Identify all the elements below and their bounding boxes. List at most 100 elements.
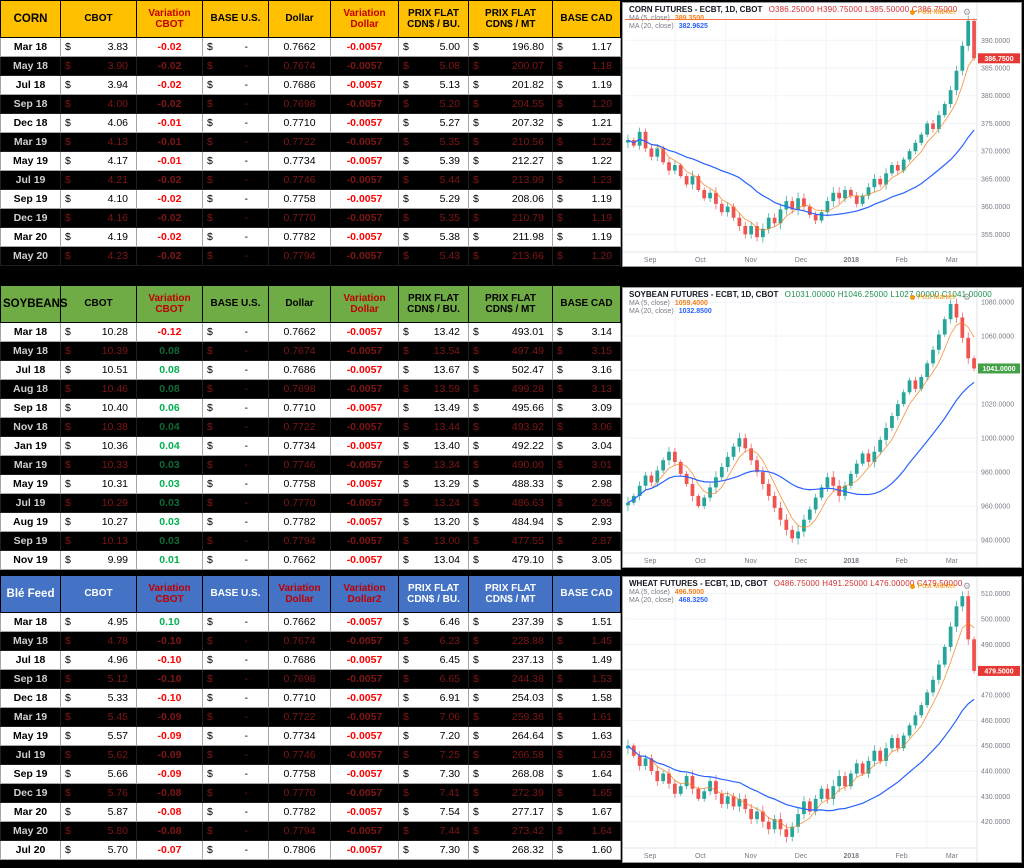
var-cbot-cell[interactable]: -0.02 — [136, 246, 203, 266]
base-us-cell[interactable]: $ - — [202, 379, 269, 399]
month-cell[interactable]: Mar 20 — [0, 802, 61, 822]
base-cad-cell[interactable]: $1.21 — [552, 113, 621, 133]
base-cad-cell[interactable]: $3.01 — [552, 455, 621, 475]
var-cbot-cell[interactable]: -0.10 — [136, 650, 203, 670]
flat-bu-cell[interactable]: $5.39 — [398, 151, 469, 171]
var-cbot-cell[interactable]: -0.09 — [136, 764, 203, 784]
cbot-cell[interactable]: $4.17 — [60, 151, 137, 171]
settings-icon[interactable]: ⚙ — [962, 292, 971, 302]
month-cell[interactable]: Dec 18 — [0, 113, 61, 133]
dollar-cell[interactable]: 0.7674 — [268, 631, 331, 651]
var-cbot-cell[interactable]: 0.04 — [136, 417, 203, 437]
base-cad-cell[interactable]: $2.98 — [552, 474, 621, 494]
flat-mt-cell[interactable]: $277.17 — [468, 802, 553, 822]
base-cad-cell[interactable]: $3.13 — [552, 379, 621, 399]
base-cad-cell[interactable]: $1.22 — [552, 151, 621, 171]
base-us-cell[interactable]: $ - — [202, 94, 269, 114]
cbot-cell[interactable]: $5.62 — [60, 745, 137, 765]
var-cbot-cell[interactable]: -0.09 — [136, 745, 203, 765]
flat-mt-cell[interactable]: $273.42 — [468, 821, 553, 841]
base-cad-cell[interactable]: $2.95 — [552, 493, 621, 513]
dollar-cell[interactable]: 0.7710 — [268, 113, 331, 133]
flat-bu-cell[interactable]: $5.35 — [398, 132, 469, 152]
var-dollar-cell[interactable]: -0.0057 — [330, 341, 399, 361]
flat-mt-cell[interactable]: $488.33 — [468, 474, 553, 494]
cbot-cell[interactable]: $10.13 — [60, 531, 137, 551]
var-dollar-cell[interactable]: -0.0057 — [330, 840, 399, 860]
var-cbot-cell[interactable]: 0.03 — [136, 474, 203, 494]
base-us-cell[interactable]: $ - — [202, 550, 269, 570]
var-dollar-cell[interactable]: -0.0057 — [330, 37, 399, 57]
base-cad-cell[interactable]: $1.51 — [552, 612, 621, 632]
base-cad-cell[interactable]: $1.53 — [552, 669, 621, 689]
dollar-cell[interactable]: 0.7662 — [268, 612, 331, 632]
base-us-cell[interactable]: $ - — [202, 764, 269, 784]
var-cbot-cell[interactable]: 0.03 — [136, 455, 203, 475]
cbot-cell[interactable]: $5.80 — [60, 821, 137, 841]
var-dollar-cell[interactable]: -0.0057 — [330, 436, 399, 456]
var-cbot-cell[interactable]: 0.06 — [136, 398, 203, 418]
dollar-cell[interactable]: 0.7710 — [268, 688, 331, 708]
dollar-cell[interactable]: 0.7734 — [268, 151, 331, 171]
month-cell[interactable]: Aug 19 — [0, 512, 61, 532]
base-cad-cell[interactable]: $1.63 — [552, 726, 621, 746]
base-cad-cell[interactable]: $1.64 — [552, 764, 621, 784]
base-us-cell[interactable]: $ - — [202, 493, 269, 513]
month-cell[interactable]: May 19 — [0, 726, 61, 746]
base-us-cell[interactable]: $ - — [202, 322, 269, 342]
price-chart[interactable]: Sep Oct Nov Dec 2018 Feb Mar 355.0000 360.0000 36… — [623, 3, 1021, 266]
cbot-cell[interactable]: $10.31 — [60, 474, 137, 494]
var-dollar-cell[interactable]: -0.0057 — [330, 132, 399, 152]
var-dollar-cell[interactable]: -0.0057 — [330, 113, 399, 133]
cbot-cell[interactable]: $4.00 — [60, 94, 137, 114]
flat-bu-cell[interactable]: $13.24 — [398, 493, 469, 513]
base-us-cell[interactable]: $ - — [202, 474, 269, 494]
base-us-cell[interactable]: $ - — [202, 227, 269, 247]
base-us-cell[interactable]: $ - — [202, 113, 269, 133]
var-cbot-cell[interactable]: -0.10 — [136, 669, 203, 689]
month-cell[interactable]: Mar 19 — [0, 707, 61, 727]
var-cbot-cell[interactable]: -0.02 — [136, 75, 203, 95]
var-dollar-cell[interactable]: -0.0057 — [330, 745, 399, 765]
flat-bu-cell[interactable]: $6.91 — [398, 688, 469, 708]
var-dollar-cell[interactable]: -0.0057 — [330, 322, 399, 342]
dollar-cell[interactable]: 0.7782 — [268, 512, 331, 532]
flat-mt-cell[interactable]: $486.63 — [468, 493, 553, 513]
base-us-cell[interactable]: $ - — [202, 631, 269, 651]
base-us-cell[interactable]: $ - — [202, 840, 269, 860]
var-cbot-cell[interactable]: -0.01 — [136, 113, 203, 133]
dollar-cell[interactable]: 0.7782 — [268, 802, 331, 822]
base-us-cell[interactable]: $ - — [202, 802, 269, 822]
cbot-cell[interactable]: $3.94 — [60, 75, 137, 95]
dollar-cell[interactable]: 0.7686 — [268, 75, 331, 95]
flat-mt-cell[interactable]: $492.22 — [468, 436, 553, 456]
dollar-cell[interactable]: 0.7710 — [268, 398, 331, 418]
cbot-cell[interactable]: $10.33 — [60, 455, 137, 475]
flat-bu-cell[interactable]: $5.20 — [398, 94, 469, 114]
base-cad-cell[interactable]: $1.18 — [552, 56, 621, 76]
base-cad-cell[interactable]: $1.19 — [552, 75, 621, 95]
month-cell[interactable]: Mar 20 — [0, 227, 61, 247]
month-cell[interactable]: May 18 — [0, 341, 61, 361]
flat-bu-cell[interactable]: $5.43 — [398, 246, 469, 266]
month-cell[interactable]: Sep 19 — [0, 189, 61, 209]
dollar-cell[interactable]: 0.7806 — [268, 840, 331, 860]
flat-bu-cell[interactable]: $6.23 — [398, 631, 469, 651]
var-cbot-cell[interactable]: 0.03 — [136, 512, 203, 532]
cbot-cell[interactable]: $5.33 — [60, 688, 137, 708]
cbot-cell[interactable]: $3.90 — [60, 56, 137, 76]
var-dollar-cell[interactable]: -0.0057 — [330, 75, 399, 95]
dollar-cell[interactable]: 0.7758 — [268, 764, 331, 784]
var-dollar-cell[interactable]: -0.0057 — [330, 208, 399, 228]
flat-bu-cell[interactable]: $13.54 — [398, 341, 469, 361]
base-cad-cell[interactable]: $1.63 — [552, 745, 621, 765]
var-dollar-cell[interactable]: -0.0057 — [330, 783, 399, 803]
cbot-cell[interactable]: $5.76 — [60, 783, 137, 803]
flat-bu-cell[interactable]: $7.25 — [398, 745, 469, 765]
month-cell[interactable]: Mar 19 — [0, 455, 61, 475]
dollar-cell[interactable]: 0.7662 — [268, 550, 331, 570]
base-cad-cell[interactable]: $1.23 — [552, 170, 621, 190]
base-cad-cell[interactable]: $3.09 — [552, 398, 621, 418]
month-cell[interactable]: Sep 18 — [0, 398, 61, 418]
var-cbot-cell[interactable]: 0.08 — [136, 360, 203, 380]
